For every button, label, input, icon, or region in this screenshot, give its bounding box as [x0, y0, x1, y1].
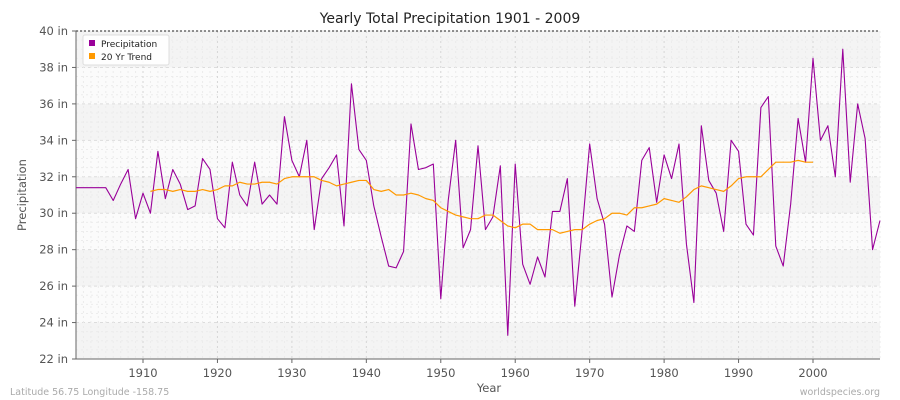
x-tick-label: 1950: [426, 366, 455, 380]
x-tick-label: 1980: [649, 366, 678, 380]
precipitation-line: [76, 48, 881, 336]
y-tick-label: 26 in: [39, 279, 68, 293]
y-tick-label: 30 in: [39, 206, 68, 220]
series-layer: [76, 48, 881, 336]
legend-swatch-precipitation: [89, 40, 95, 46]
x-tick-label: 1970: [575, 366, 604, 380]
x-tick-label: 1910: [128, 366, 157, 380]
y-tick-label: 24 in: [39, 316, 68, 330]
y-tick-label: 22 in: [39, 352, 68, 366]
x-tick-label: 1990: [724, 366, 753, 380]
x-tick-label: 1940: [352, 366, 381, 380]
y-tick-label: 28 in: [39, 243, 68, 257]
legend-label-trend: 20 Yr Trend: [101, 53, 152, 63]
x-tick-label: 1930: [277, 366, 306, 380]
legend-swatch-trend: [89, 53, 95, 59]
legend-box: [82, 34, 170, 66]
legend: Precipitation 20 Yr Trend: [82, 34, 170, 66]
trend-line: [150, 159, 813, 234]
y-tick-label: 34 in: [39, 133, 68, 147]
x-tick-label: 1920: [203, 366, 232, 380]
x-tick-label: 2000: [798, 366, 827, 380]
x-tick-label: 1960: [501, 366, 530, 380]
legend-label-precipitation: Precipitation: [101, 40, 157, 50]
axes: 22 in 24 in 26 in 28 in 30 in 32 in 34 in 36 in…: [39, 24, 880, 380]
y-tick-label: 32 in: [39, 170, 68, 184]
footer-credit: worldspecies.org: [800, 387, 880, 398]
chart-title: Yearly Total Precipitation 1901 - 2009: [319, 11, 581, 27]
y-tick-label: 38 in: [39, 60, 68, 74]
y-axis-label: Precipitation: [15, 159, 29, 231]
footer-location: Latitude 56.75 Longitude -158.75: [10, 387, 169, 398]
y-tick-label: 40 in: [39, 24, 68, 38]
x-axis-label: Year: [476, 381, 502, 395]
y-tick-label: 36 in: [39, 97, 68, 111]
